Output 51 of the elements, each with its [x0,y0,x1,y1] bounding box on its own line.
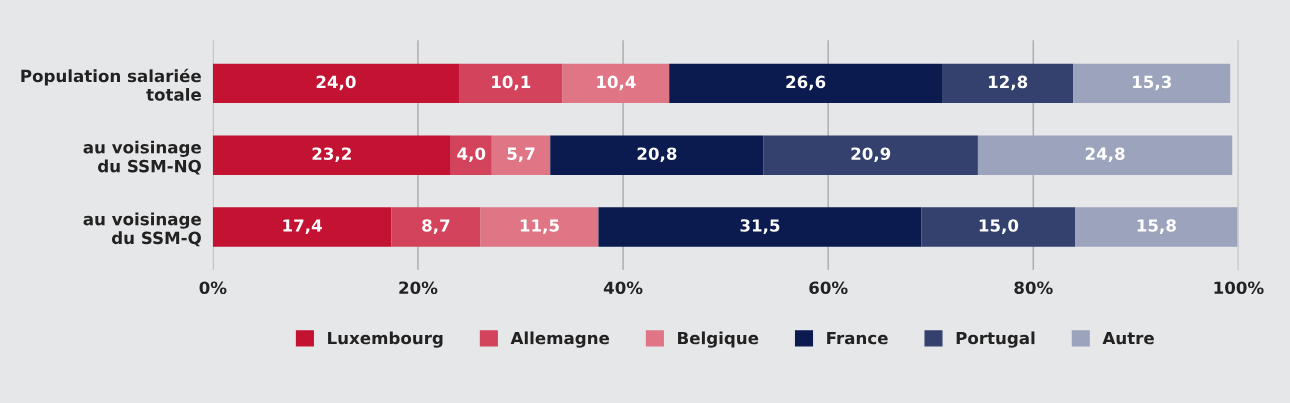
bar [480,207,599,247]
data-label: 24,8 [1085,147,1125,163]
bar [212,207,392,247]
legend-label: Portugal [956,331,1035,348]
legend-label: France [827,331,888,345]
data-label: 24,0 [316,75,356,91]
legend-label: Allemagne [510,331,610,348]
x-tick-label: 40% [603,281,643,295]
data-label: 10,4 [597,75,636,91]
bar [550,135,764,175]
bar [763,135,978,175]
legend-label: Autre [1102,331,1154,345]
x-tick-label: 100% [1214,281,1264,295]
x-tick-label: 60% [809,281,848,295]
x-tick-label: 20% [399,281,438,295]
bar [212,63,459,104]
bar [977,135,1233,175]
x-tick-label: 0% [199,281,227,295]
data-label: 15,3 [1133,75,1171,91]
y-tick-label: Population salariée totale [21,68,201,101]
data-label: 11,5 [520,219,559,234]
bar [450,135,492,175]
data-label: 23,2 [312,147,351,163]
data-label: 4,0 [457,147,486,163]
data-label: 15,8 [1137,219,1176,234]
data-label: 20,9 [851,147,891,163]
bar [562,63,670,104]
bar [491,135,551,175]
data-label: 8,7 [422,219,450,234]
data-label: 15,0 [979,219,1019,234]
data-label: 20,8 [637,147,677,163]
bar [598,207,922,247]
bar [1073,63,1231,104]
bar [391,207,481,247]
data-label: 31,5 [740,219,780,234]
data-label: 10,1 [492,75,531,91]
legend-label: Luxembourg [328,331,443,348]
data-label: 5,7 [507,147,535,163]
data-label: 26,6 [786,75,826,91]
y-tick-label: au voisinage du SSM-Q [83,212,201,247]
bar [1075,207,1238,247]
bar [921,207,1076,247]
data-label: 17,4 [283,219,322,234]
bar [669,63,943,104]
data-label: 12,8 [988,75,1028,91]
bar [458,63,563,104]
bar [212,135,451,175]
y-tick-label: au voisinage du SSM-NQ [83,140,201,175]
x-tick-label: 80% [1014,281,1053,295]
bar [942,63,1074,104]
legend-label: Belgique [678,331,759,348]
